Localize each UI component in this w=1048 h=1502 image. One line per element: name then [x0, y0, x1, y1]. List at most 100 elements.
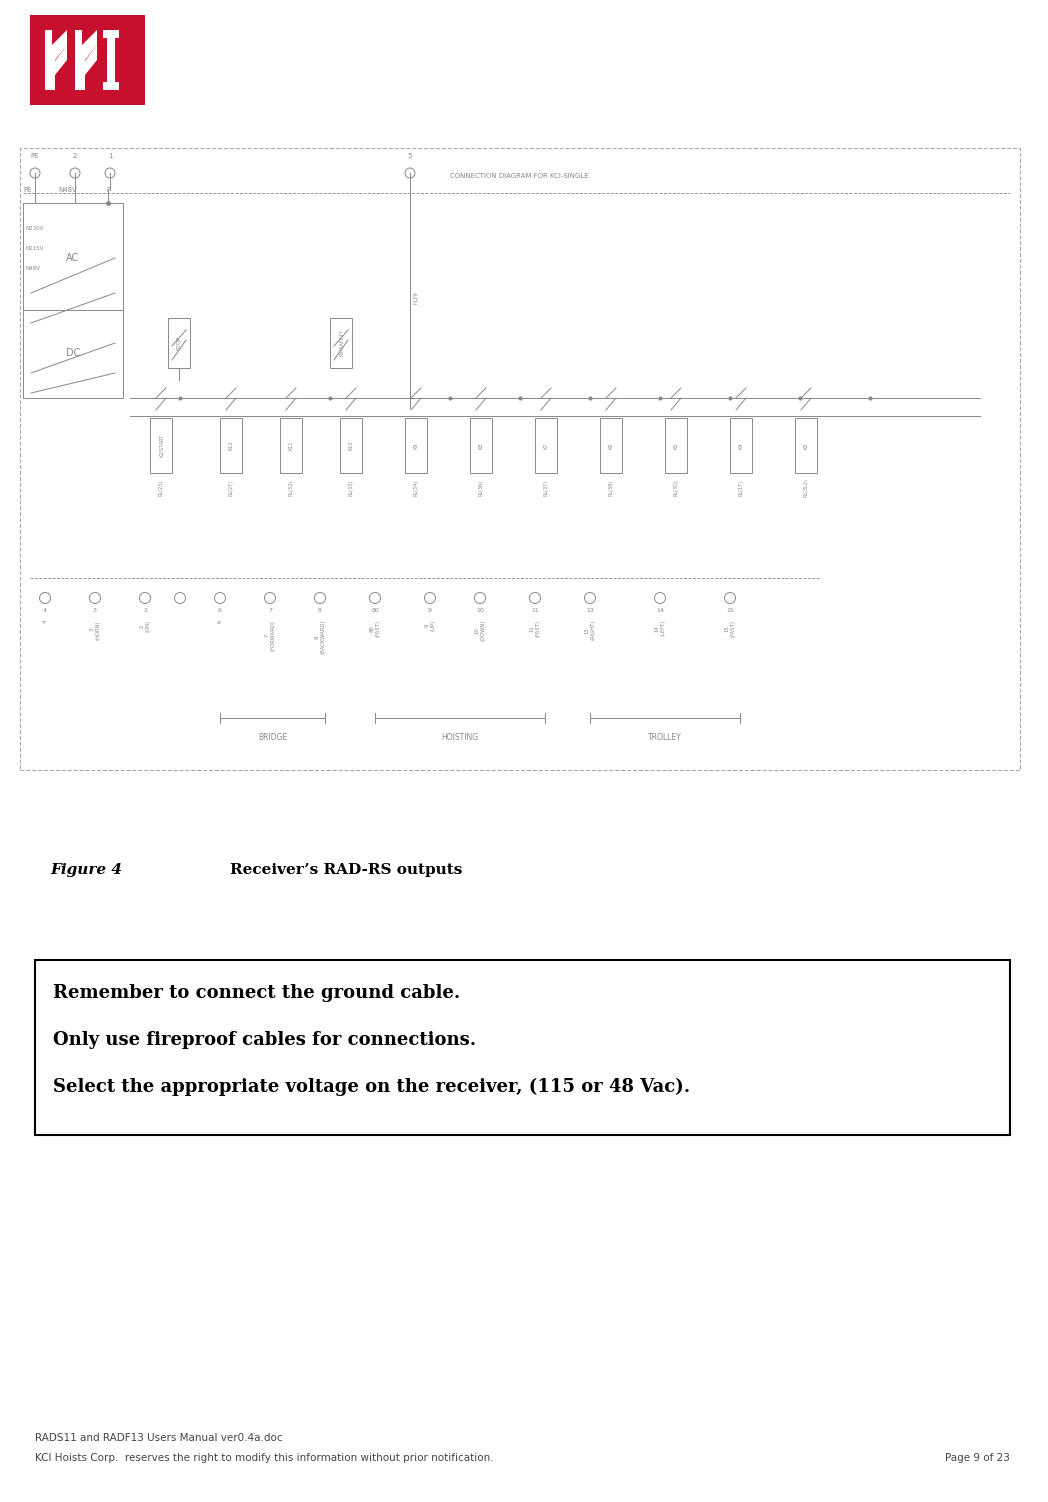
Bar: [107, 30, 115, 90]
Text: K9: K9: [414, 443, 418, 449]
Text: P: P: [106, 188, 110, 192]
Text: 2: 2: [72, 153, 78, 159]
Text: TROLLEY: TROLLEY: [648, 733, 682, 742]
Text: PE: PE: [23, 188, 31, 192]
Text: RL(3L2): RL(3L2): [804, 479, 808, 497]
Text: RL(38): RL(38): [609, 481, 613, 496]
Text: N230V: N230V: [25, 225, 43, 230]
Bar: [35, 960, 1010, 1136]
Text: CONNECTION DIAGRAM FOR KCI-SINGLE: CONNECTION DIAGRAM FOR KCI-SINGLE: [450, 173, 589, 179]
Text: K11: K11: [288, 440, 293, 451]
Text: K6: K6: [609, 442, 613, 449]
Bar: [340, 418, 362, 473]
Bar: [45, 30, 52, 90]
Text: K3: K3: [804, 442, 808, 449]
Text: K10: K10: [349, 440, 353, 451]
Text: K7: K7: [544, 442, 548, 449]
Bar: [730, 418, 752, 473]
Text: 2: 2: [143, 608, 147, 613]
Text: STOP: STOP: [176, 336, 181, 350]
Bar: [75, 30, 82, 90]
Bar: [168, 318, 190, 368]
Text: Only use fireproof cables for connections.: Only use fireproof cables for connection…: [53, 1030, 476, 1048]
Text: 4: 4: [43, 608, 47, 613]
Text: 8: 8: [318, 608, 322, 613]
Text: 3
(HORN): 3 (HORN): [89, 620, 101, 640]
Polygon shape: [52, 45, 67, 90]
Text: RL(1T): RL(1T): [739, 481, 743, 496]
Text: RL(36): RL(36): [479, 481, 483, 496]
Polygon shape: [82, 30, 97, 65]
Bar: [220, 418, 242, 473]
Text: 3: 3: [93, 608, 97, 613]
Text: K4: K4: [739, 442, 743, 449]
Text: Select the appropriate voltage on the receiver, (115 or 48 Vac).: Select the appropriate voltage on the re…: [53, 1078, 691, 1096]
Bar: [470, 418, 492, 473]
Text: 15: 15: [726, 608, 734, 613]
Text: DC: DC: [66, 348, 81, 357]
Text: 9
(UP): 9 (UP): [424, 620, 435, 631]
Text: 2
(ON): 2 (ON): [139, 620, 151, 632]
Text: 6: 6: [218, 620, 222, 623]
Bar: [103, 83, 119, 90]
Text: Figure 4: Figure 4: [50, 864, 122, 877]
Text: RL(32): RL(32): [288, 481, 293, 496]
Polygon shape: [52, 30, 67, 65]
Text: K5: K5: [674, 442, 678, 449]
Text: 6: 6: [218, 608, 222, 613]
Text: Page 9 of 23: Page 9 of 23: [945, 1452, 1010, 1463]
Text: 1: 1: [108, 153, 112, 159]
Text: 11: 11: [531, 608, 539, 613]
Text: K8: K8: [479, 442, 483, 449]
Text: HOISTING: HOISTING: [441, 733, 479, 742]
Text: 11
(FAST): 11 (FAST): [529, 620, 541, 637]
Bar: [103, 30, 119, 38]
Bar: [601, 418, 623, 473]
Text: 4: 4: [43, 620, 47, 623]
Text: RL(3Q): RL(3Q): [674, 479, 678, 496]
Bar: [280, 418, 302, 473]
Text: Receiver’s RAD-RS outputs: Receiver’s RAD-RS outputs: [230, 864, 462, 877]
Text: 10: 10: [476, 608, 484, 613]
Text: N48V: N48V: [58, 188, 77, 192]
Text: RL(33): RL(33): [349, 481, 353, 496]
Bar: [665, 418, 687, 473]
Text: 80
(FAST): 80 (FAST): [370, 620, 380, 637]
Text: RL(27): RL(27): [228, 481, 234, 496]
Text: 13: 13: [586, 608, 594, 613]
Text: PE: PE: [30, 153, 39, 159]
Text: 15
(FAST): 15 (FAST): [724, 620, 736, 637]
Text: RL(34): RL(34): [414, 481, 418, 496]
Text: RL(23): RL(23): [158, 481, 163, 496]
Bar: [20, 149, 1020, 771]
Text: RADS11 and RADF13 Users Manual ver0.4a.doc: RADS11 and RADF13 Users Manual ver0.4a.d…: [35, 1433, 283, 1443]
Text: 8
(BACKWARD): 8 (BACKWARD): [314, 620, 325, 655]
Text: K12: K12: [228, 440, 234, 451]
Text: 10
(DOWN): 10 (DOWN): [475, 620, 485, 641]
Bar: [534, 418, 556, 473]
Bar: [30, 15, 145, 105]
Text: KCI Hoists Corp.  reserves the right to modify this information without prior no: KCI Hoists Corp. reserves the right to m…: [35, 1452, 494, 1463]
Text: 14
(LEFT): 14 (LEFT): [655, 620, 665, 637]
Polygon shape: [82, 45, 97, 90]
Text: 9: 9: [428, 608, 432, 613]
Text: 7
(FORWARD): 7 (FORWARD): [264, 620, 276, 650]
Text: 5: 5: [408, 153, 412, 159]
Bar: [150, 418, 172, 473]
Bar: [330, 318, 352, 368]
Text: N115V: N115V: [25, 245, 43, 251]
Text: RL(37): RL(37): [544, 481, 548, 496]
Text: 14: 14: [656, 608, 664, 613]
Text: 7: 7: [268, 608, 272, 613]
Text: Remember to connect the ground cable.: Remember to connect the ground cable.: [53, 984, 460, 1002]
Text: AC: AC: [66, 252, 80, 263]
Text: 80: 80: [371, 608, 379, 613]
Bar: [405, 418, 427, 473]
Text: H.29: H.29: [414, 291, 419, 305]
Bar: [795, 418, 817, 473]
Bar: [23, 203, 123, 398]
Text: BRIDGE: BRIDGE: [258, 733, 287, 742]
Text: K2/START: K2/START: [158, 434, 163, 457]
Text: N48V: N48V: [25, 266, 40, 270]
Text: KV/SAFETY: KV/SAFETY: [339, 329, 344, 356]
